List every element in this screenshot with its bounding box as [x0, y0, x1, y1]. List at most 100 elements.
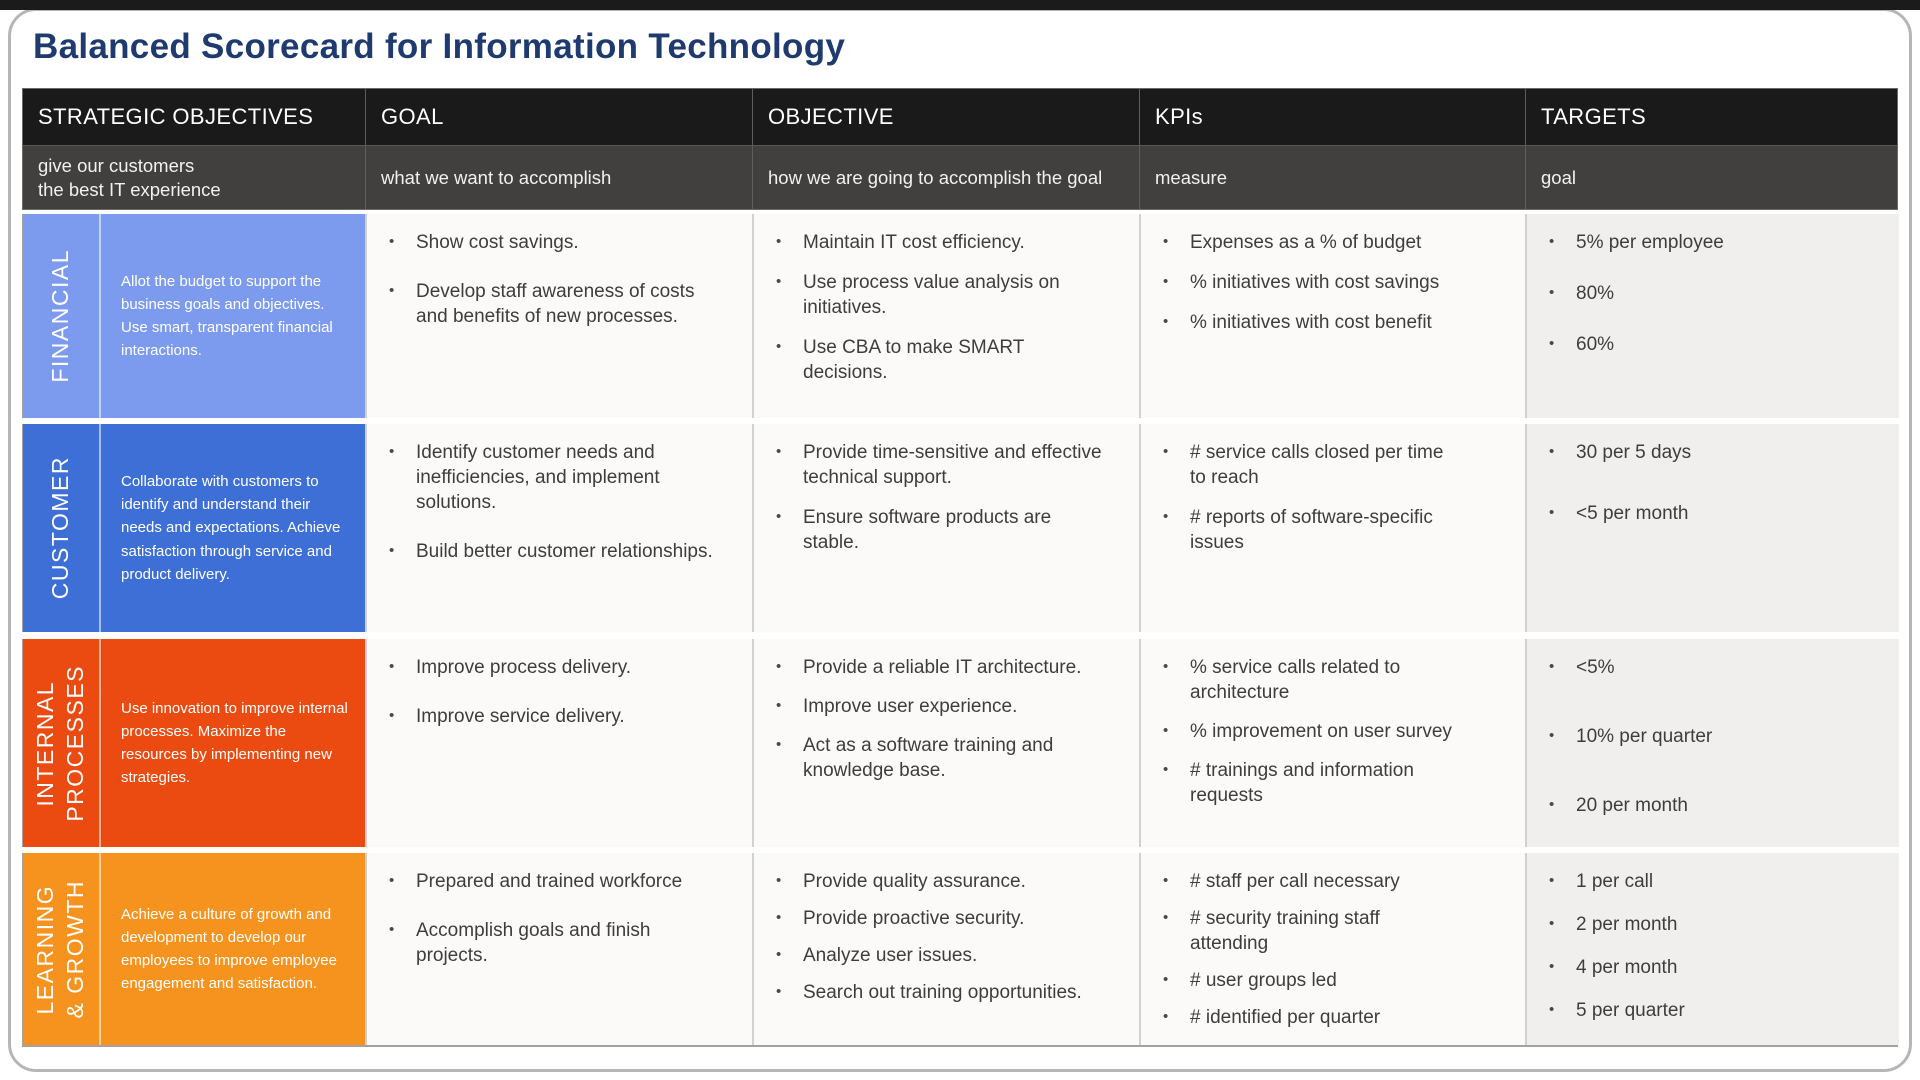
targets-cell: • 30 per 5 days • <5 per month — [1525, 424, 1899, 632]
kpis-list: • # staff per call necessary • # security … — [1163, 869, 1515, 1030]
list-item-text: Provide time-sensitive and effective tec… — [803, 442, 1102, 489]
list-item: • # trainings and information requests — [1163, 758, 1515, 808]
bullet-icon: • — [1163, 313, 1169, 331]
list-item: • # reports of software-specific issues — [1163, 505, 1515, 555]
list-item: • Identify customer needs and inefficienc… — [389, 440, 742, 515]
bullet-icon: • — [1163, 1008, 1169, 1026]
list-item-text: Improve user experience. — [803, 696, 1018, 718]
goal-cell: • Show cost savings. • Develop staff aware… — [365, 214, 752, 418]
bullet-icon: • — [389, 658, 395, 675]
column-header-label: OBJECTIVE — [768, 104, 894, 129]
bullet-icon: • — [776, 983, 782, 1001]
list-item: • Build better customer relationships. — [389, 539, 742, 564]
targets-list: • 5% per employee • 80% • 60% — [1549, 230, 1889, 357]
category-description: Allot the budget to support the business… — [121, 272, 333, 360]
list-item-text: 80% — [1576, 283, 1615, 305]
list-item: • 5% per employee — [1549, 230, 1889, 255]
bullet-icon: • — [1163, 909, 1169, 927]
category-label: FINANCIAL — [47, 249, 74, 383]
column-header-goal: GOAL — [365, 89, 752, 145]
list-item: • % service calls related to architecture — [1163, 655, 1515, 705]
list-item-text: Identify customer needs and inefficienci… — [416, 442, 660, 514]
list-item: • Improve process delivery. — [389, 655, 742, 680]
goal-list: • Identify customer needs and inefficienc… — [389, 440, 742, 564]
list-item: • Ensure software products are stable. — [776, 505, 1129, 555]
column-header-label: GOAL — [381, 104, 444, 129]
goal-cell: • Identify customer needs and inefficienc… — [365, 424, 752, 632]
column-header-label: KPIs — [1155, 104, 1204, 129]
column-subtitle-goal: what we want to accomplish — [365, 146, 752, 209]
bullet-icon: • — [776, 658, 782, 675]
column-header-strategic-objectives: STRATEGIC OBJECTIVES — [23, 89, 365, 145]
list-item: • Use CBA to make SMART decisions. — [776, 335, 1129, 385]
column-subtitle-text: how we are going to accomplish the goal — [768, 166, 1103, 188]
bullet-icon: • — [389, 443, 395, 460]
list-item-text: Improve process delivery. — [416, 657, 632, 678]
bullet-icon: • — [1549, 504, 1555, 522]
column-header-objective: OBJECTIVE — [752, 89, 1139, 145]
category-label: LEARNING & GROWTH — [32, 879, 88, 1019]
bullet-icon: • — [1549, 796, 1555, 814]
list-item-text: 20 per month — [1576, 795, 1688, 817]
bullet-icon: • — [1163, 443, 1169, 460]
bullet-icon: • — [776, 508, 782, 526]
bullet-icon: • — [776, 443, 782, 460]
list-item-text: % initiatives with cost savings — [1190, 272, 1440, 294]
category-description: Collaborate with customers to identify a… — [121, 472, 341, 583]
list-item-text: 30 per 5 days — [1576, 442, 1692, 463]
bullet-icon: • — [776, 946, 782, 964]
kpis-list: • Expenses as a % of budget • % initiative… — [1163, 230, 1515, 335]
list-item-text: 1 per call — [1576, 871, 1654, 892]
bullet-icon: • — [1549, 915, 1555, 933]
list-item-text: Show cost savings. — [416, 232, 579, 253]
category-description: Achieve a culture of growth and developm… — [121, 905, 337, 993]
bullet-icon: • — [776, 909, 782, 927]
page-title: Balanced Scorecard for Information Techn… — [33, 27, 846, 66]
list-item-text: Use CBA to make SMART decisions. — [803, 337, 1025, 384]
column-header-targets: TARGETS — [1525, 89, 1899, 145]
category-label: INTERNAL PROCESSES — [32, 664, 88, 822]
bullet-icon: • — [1549, 1001, 1555, 1019]
goal-list: • Prepared and trained workforce • Accompl… — [389, 869, 742, 968]
kpis-cell: • # staff per call necessary • # security … — [1139, 853, 1525, 1045]
bullet-icon: • — [1549, 658, 1555, 675]
objective-list: • Provide a reliable IT architecture. • Im… — [776, 655, 1129, 783]
list-item-text: 10% per quarter — [1576, 726, 1713, 748]
list-item-text: # reports of software-specific issues — [1190, 507, 1433, 554]
goal-cell: • Improve process delivery. • Improve serv… — [365, 639, 752, 847]
list-item: • # service calls closed per time to reac… — [1163, 440, 1515, 490]
category-label-cell: LEARNING & GROWTH — [23, 853, 101, 1045]
category-description-cell: Collaborate with customers to identify a… — [101, 424, 365, 632]
goal-list: • Improve process delivery. • Improve serv… — [389, 655, 742, 729]
list-item-text: Provide a reliable IT architecture. — [803, 657, 1082, 678]
bullet-icon: • — [1549, 872, 1555, 889]
scorecard-row-financial: FINANCIAL Allot the budget to support th… — [22, 214, 1899, 418]
list-item-text: 5% per employee — [1576, 232, 1724, 253]
bullet-icon: • — [389, 921, 395, 939]
scorecard-table: STRATEGIC OBJECTIVES GOAL OBJECTIVE KPIs… — [22, 88, 1899, 1047]
objective-list: • Provide time-sensitive and effective te… — [776, 440, 1129, 555]
list-item-text: Maintain IT cost efficiency. — [803, 232, 1025, 253]
list-item: • # staff per call necessary — [1163, 869, 1515, 894]
list-item: • Maintain IT cost efficiency. — [776, 230, 1129, 255]
bullet-icon: • — [1163, 722, 1169, 740]
list-item: • 1 per call — [1549, 869, 1889, 894]
category-description: Use innovation to improve internal proce… — [121, 699, 348, 787]
list-item: • # security training staff attending — [1163, 906, 1515, 956]
list-item-text: # security training staff attending — [1190, 908, 1380, 955]
targets-list: • 1 per call • 2 per month • 4 per month • 5… — [1549, 869, 1889, 1023]
list-item: • 20 per month — [1549, 793, 1889, 818]
list-item-text: # user groups led — [1190, 970, 1337, 992]
targets-cell: • 1 per call • 2 per month • 4 per month • 5… — [1525, 853, 1899, 1045]
bullet-icon: • — [1549, 443, 1555, 460]
list-item-text: Prepared and trained workforce — [416, 871, 683, 892]
list-item-text: Expenses as a % of budget — [1190, 232, 1422, 253]
category-description-cell: Allot the budget to support the business… — [101, 214, 365, 418]
list-item: • Provide a reliable IT architecture. — [776, 655, 1129, 680]
list-item: • Show cost savings. — [389, 230, 742, 255]
goal-cell: • Prepared and trained workforce • Accompl… — [365, 853, 752, 1045]
list-item: • 60% — [1549, 332, 1889, 357]
bullet-icon: • — [1163, 508, 1169, 526]
objective-list: • Maintain IT cost efficiency. • Use proce… — [776, 230, 1129, 385]
